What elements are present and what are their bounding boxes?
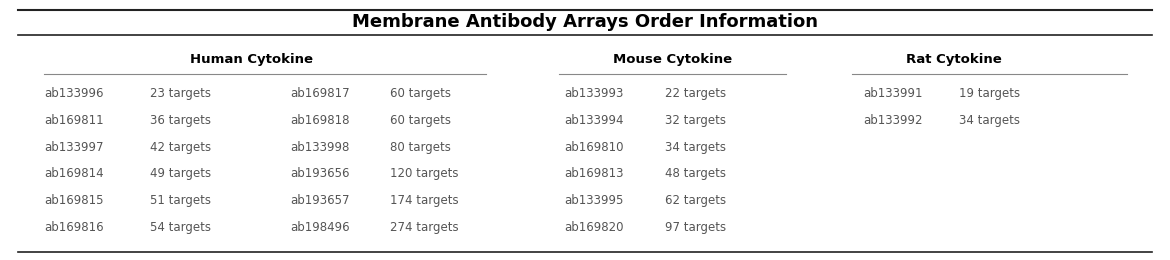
Text: Mouse Cytokine: Mouse Cytokine — [613, 53, 732, 66]
Text: ab169810: ab169810 — [564, 141, 624, 154]
Text: ab193657: ab193657 — [290, 194, 350, 207]
Text: 19 targets: 19 targets — [959, 87, 1020, 100]
Text: 274 targets: 274 targets — [390, 221, 459, 234]
Text: 80 targets: 80 targets — [390, 141, 450, 154]
Text: ab169814: ab169814 — [44, 167, 104, 180]
Text: ab133996: ab133996 — [44, 87, 104, 100]
Text: 51 targets: 51 targets — [150, 194, 211, 207]
Text: ab169818: ab169818 — [290, 114, 350, 127]
Text: 54 targets: 54 targets — [150, 221, 211, 234]
Text: ab169813: ab169813 — [564, 167, 624, 180]
Text: 34 targets: 34 targets — [665, 141, 725, 154]
Text: 49 targets: 49 targets — [150, 167, 211, 180]
Text: 23 targets: 23 targets — [150, 87, 211, 100]
Text: 42 targets: 42 targets — [150, 141, 211, 154]
Text: Membrane Antibody Arrays Order Information: Membrane Antibody Arrays Order Informati… — [352, 13, 818, 31]
Text: ab133991: ab133991 — [863, 87, 923, 100]
Text: Human Cytokine: Human Cytokine — [190, 53, 314, 66]
Text: ab133998: ab133998 — [290, 141, 350, 154]
Text: ab133995: ab133995 — [564, 194, 624, 207]
Text: Rat Cytokine: Rat Cytokine — [906, 53, 1002, 66]
Text: ab133994: ab133994 — [564, 114, 624, 127]
Text: 174 targets: 174 targets — [390, 194, 459, 207]
Text: 32 targets: 32 targets — [665, 114, 725, 127]
Text: ab193656: ab193656 — [290, 167, 350, 180]
Text: ab133992: ab133992 — [863, 114, 923, 127]
Text: ab169820: ab169820 — [564, 221, 624, 234]
Text: 48 targets: 48 targets — [665, 167, 725, 180]
Text: 22 targets: 22 targets — [665, 87, 725, 100]
Text: ab169815: ab169815 — [44, 194, 104, 207]
Text: ab198496: ab198496 — [290, 221, 350, 234]
Text: 60 targets: 60 targets — [390, 114, 450, 127]
Text: ab169816: ab169816 — [44, 221, 104, 234]
Text: 34 targets: 34 targets — [959, 114, 1020, 127]
Text: 36 targets: 36 targets — [150, 114, 211, 127]
Text: 120 targets: 120 targets — [390, 167, 459, 180]
Text: 97 targets: 97 targets — [665, 221, 725, 234]
Text: ab133997: ab133997 — [44, 141, 104, 154]
Text: ab169817: ab169817 — [290, 87, 350, 100]
Text: 62 targets: 62 targets — [665, 194, 725, 207]
Text: 60 targets: 60 targets — [390, 87, 450, 100]
Text: ab133993: ab133993 — [564, 87, 624, 100]
Text: ab169811: ab169811 — [44, 114, 104, 127]
